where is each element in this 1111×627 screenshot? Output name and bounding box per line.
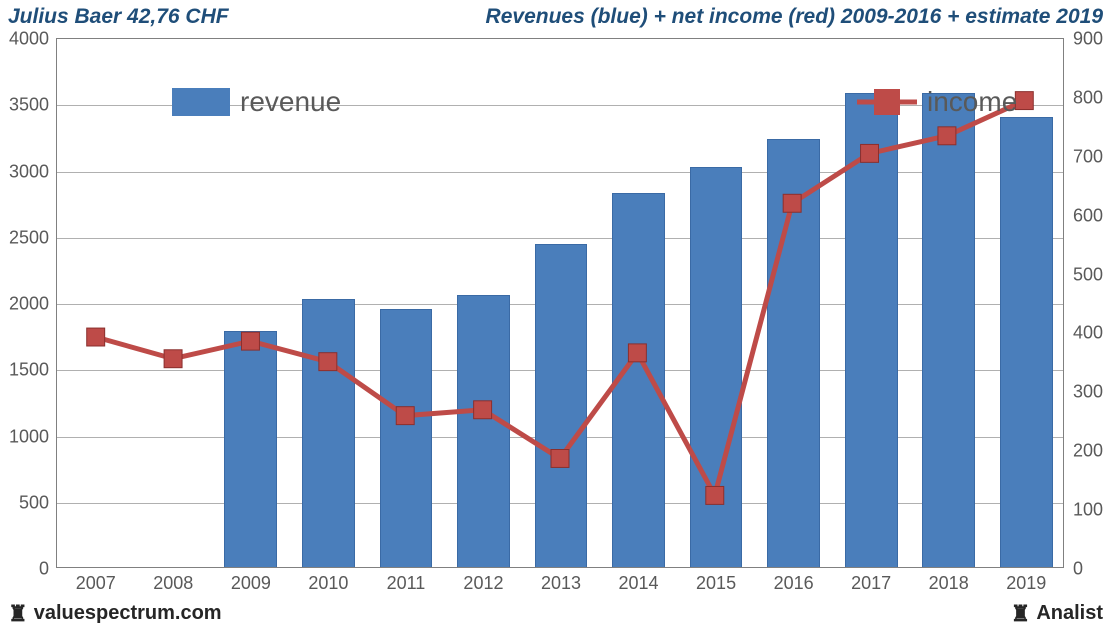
income-marker	[628, 344, 646, 362]
y-left-tick-label: 3500	[5, 95, 49, 116]
y-left-tick-label: 500	[5, 492, 49, 513]
x-tick-label: 2012	[463, 573, 503, 594]
y-right-tick-label: 500	[1073, 264, 1103, 285]
y-right-tick-label: 0	[1073, 559, 1083, 580]
x-tick-label: 2011	[387, 573, 426, 594]
income-marker	[551, 450, 569, 468]
income-marker	[1015, 92, 1033, 110]
chart-footer: ♜ valuespectrum.com ♜ Analist	[8, 602, 1103, 625]
legend-swatch-bar	[172, 88, 230, 116]
y-right-tick-label: 700	[1073, 146, 1103, 167]
income-marker	[164, 350, 182, 368]
income-marker	[706, 486, 724, 504]
footer-right-text: Analist	[1036, 602, 1103, 625]
rook-icon: ♜	[8, 603, 28, 625]
plot-area: 0500100015002000250030003500400001002003…	[56, 38, 1064, 568]
x-tick-label: 2008	[153, 573, 193, 594]
y-left-tick-label: 0	[5, 559, 49, 580]
x-tick-label: 2018	[929, 573, 969, 594]
income-marker	[861, 144, 879, 162]
header-left: Julius Baer 42,76 CHF	[8, 5, 229, 29]
y-left-tick-label: 1000	[5, 426, 49, 447]
income-marker	[319, 353, 337, 371]
x-tick-label: 2016	[774, 573, 814, 594]
y-right-tick-label: 400	[1073, 323, 1103, 344]
header-right: Revenues (blue) + net income (red) 2009-…	[486, 5, 1103, 29]
x-tick-label: 2014	[619, 573, 659, 594]
y-right-tick-label: 900	[1073, 29, 1103, 50]
legend-revenue: revenue	[172, 86, 341, 118]
legend-label: income	[927, 86, 1017, 118]
y-left-tick-label: 2000	[5, 294, 49, 315]
legend-income: income	[857, 86, 1017, 118]
x-tick-label: 2007	[76, 573, 116, 594]
x-tick-label: 2013	[541, 573, 581, 594]
rook-icon: ♜	[1011, 603, 1031, 625]
income-marker	[783, 194, 801, 212]
y-right-tick-label: 100	[1073, 500, 1103, 521]
chart-header: Julius Baer 42,76 CHF Revenues (blue) + …	[8, 5, 1103, 29]
income-line	[96, 101, 1025, 496]
y-left-tick-label: 3000	[5, 161, 49, 182]
y-left-tick-label: 1500	[5, 360, 49, 381]
legend-swatch-line	[857, 88, 917, 116]
x-tick-label: 2009	[231, 573, 271, 594]
y-left-tick-label: 2500	[5, 227, 49, 248]
y-right-tick-label: 800	[1073, 87, 1103, 108]
y-right-tick-label: 300	[1073, 382, 1103, 403]
legend-label: revenue	[240, 86, 341, 118]
y-right-tick-label: 200	[1073, 441, 1103, 462]
footer-left-text: valuespectrum.com	[34, 602, 222, 625]
x-tick-label: 2017	[851, 573, 891, 594]
y-left-tick-label: 4000	[5, 29, 49, 50]
x-tick-label: 2015	[696, 573, 736, 594]
y-right-tick-label: 600	[1073, 205, 1103, 226]
chart-container: Julius Baer 42,76 CHF Revenues (blue) + …	[0, 0, 1111, 627]
income-marker	[396, 407, 414, 425]
income-marker	[938, 127, 956, 145]
income-marker	[474, 401, 492, 419]
footer-left-brand: ♜ valuespectrum.com	[8, 602, 222, 625]
x-tick-label: 2010	[308, 573, 348, 594]
footer-right-brand: ♜ Analist	[1011, 602, 1103, 625]
x-tick-label: 2019	[1006, 573, 1046, 594]
income-marker	[87, 328, 105, 346]
income-marker	[241, 332, 259, 350]
income-line-layer	[57, 39, 1063, 567]
